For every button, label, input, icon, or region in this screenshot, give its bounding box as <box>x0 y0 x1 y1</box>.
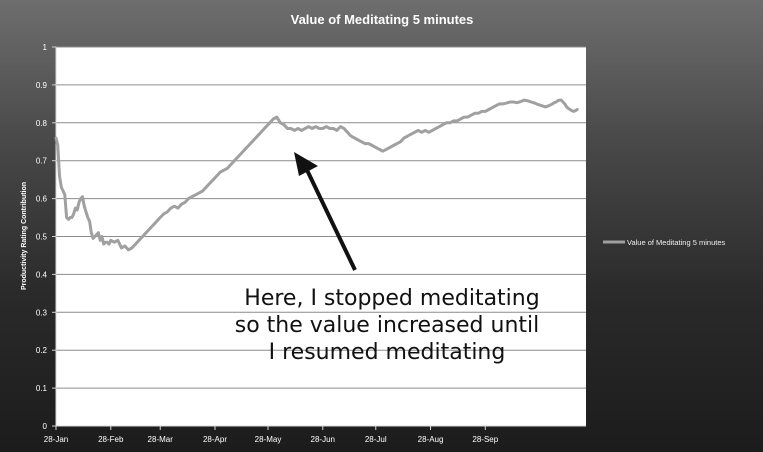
y-tick-label: 0.2 <box>36 346 48 355</box>
y-tick-label: 0.4 <box>36 270 48 279</box>
x-tick-label: 28-Apr <box>203 435 227 444</box>
series-lines <box>54 98 579 252</box>
legend-label: Value of Meditating 5 minutes <box>627 238 726 247</box>
x-tick-label: 28-Jul <box>365 435 387 444</box>
annotation-line-3: I resumed meditating <box>269 340 506 365</box>
x-tick-labels: 28-Jan 28-Feb 28-Mar 28-Apr 28-May 28-Jun 28-J… <box>44 435 499 444</box>
y-tick-label: 0.1 <box>36 384 48 393</box>
y-tick-label: 0 <box>43 422 48 431</box>
annotation-arrow <box>305 169 357 271</box>
y-tick-label: 0.3 <box>36 308 48 317</box>
y-tick-label: 0.9 <box>36 81 48 90</box>
y-tick-label: 0.8 <box>36 119 48 128</box>
legend: Value of Meditating 5 minutes <box>603 238 726 247</box>
y-tick-label: 0.5 <box>36 233 48 242</box>
x-tick-label: 28-May <box>255 435 282 444</box>
annotation-arrowhead <box>294 152 318 176</box>
y-tick-label: 0.7 <box>36 157 48 166</box>
chart-title: Value of Meditating 5 minutes <box>291 12 474 27</box>
annotation-line-1: Here, I stopped meditating <box>244 286 539 311</box>
axes <box>52 46 586 430</box>
annotation-line-2: so the value increased until <box>235 313 540 338</box>
x-tick-label: 28-Jan <box>44 435 68 444</box>
y-axis-label: Productivity Rating Contribution <box>21 182 28 290</box>
x-tick-label: 28-Mar <box>148 435 174 444</box>
y-tick-label: 0.6 <box>36 195 48 204</box>
x-tick-label: 28-Jun <box>311 435 335 444</box>
x-tick-label: 28-Sep <box>472 435 498 444</box>
annotation: Here, I stopped meditating so the value … <box>235 152 540 365</box>
x-tick-label: 28-Aug <box>418 435 444 444</box>
x-tick-label: 28-Feb <box>98 435 124 444</box>
y-tick-label: 1 <box>43 43 48 52</box>
y-tick-labels: 0 0.1 0.2 0.3 0.4 0.5 0.6 0.7 0.8 0.9 1 <box>36 43 48 431</box>
series-line-0 <box>54 98 579 252</box>
